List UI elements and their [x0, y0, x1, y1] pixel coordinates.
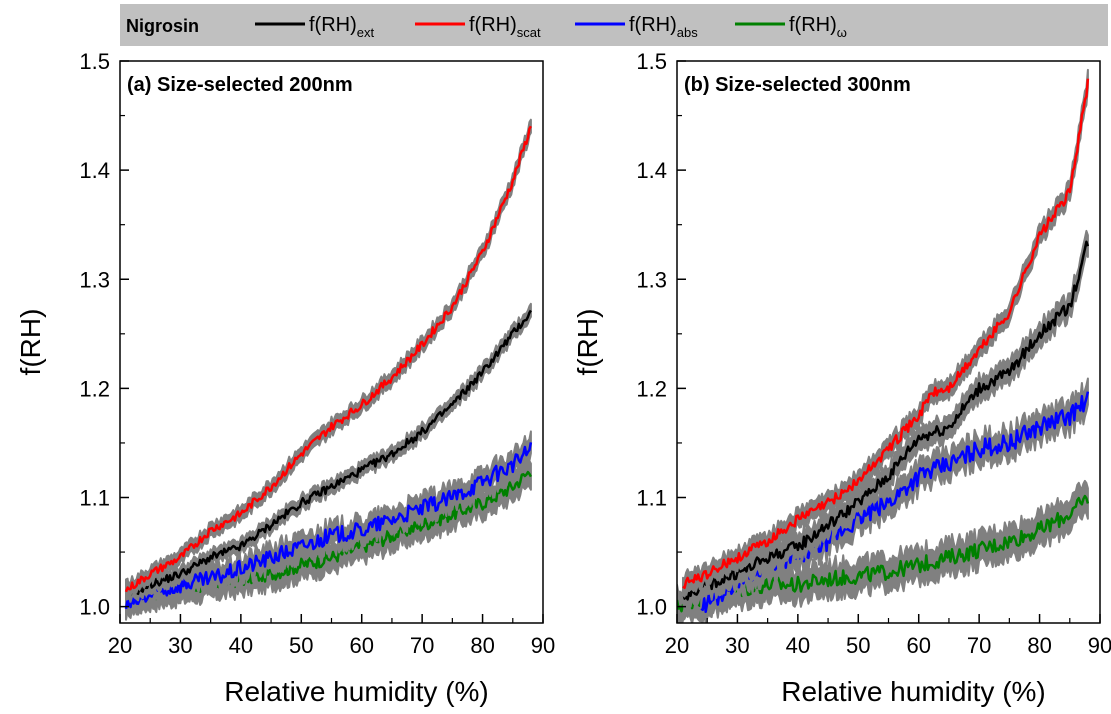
y-axis-title-a: f(RH)	[15, 309, 46, 376]
panel-title-a: (a) Size-selected 200nm	[127, 74, 353, 96]
x-axis-title-a: Relative humidity (%)	[224, 676, 489, 707]
x-tick-label-20-b: 20	[665, 633, 689, 658]
y-axis-title-b: f(RH)	[572, 309, 603, 376]
series-line-abs-a	[124, 442, 533, 610]
x-tick-label-70-b: 70	[967, 633, 991, 658]
legend-label-scat: f(RH)scat	[469, 14, 541, 40]
x-tick-label-40-a: 40	[229, 633, 253, 658]
x-tick-label-60-a: 60	[349, 633, 373, 658]
x-tick-label-20-a: 20	[108, 633, 132, 658]
series-line-scat-b	[682, 78, 1090, 590]
y-tick-label-b: 1.4	[636, 158, 667, 183]
x-tick-label-80-a: 80	[470, 633, 494, 658]
y-tick-label-b: 1.3	[636, 267, 667, 292]
legend-title: Nigrosin	[126, 16, 199, 36]
legend-entry-abs: f(RH)abs	[575, 14, 698, 40]
x-tick-label-50-a: 50	[289, 633, 313, 658]
y-tick-label-a: 1.2	[79, 376, 110, 401]
series-group-b	[677, 68, 1090, 623]
x-tick-label-90-a: 90	[531, 633, 555, 658]
y-tick-label-b: 1.5	[636, 49, 667, 74]
legend-label-ext: f(RH)ext	[309, 14, 374, 40]
series-line-ext-a	[125, 309, 532, 597]
series-line-scat-a	[124, 125, 532, 593]
y-tick-label-a: 1.4	[79, 158, 110, 183]
legend: Nigrosin f(RH)ext f(RH)scat f(RH)abs f(RH)ω	[120, 4, 1108, 46]
x-tick-label-80-b: 80	[1027, 633, 1051, 658]
x-tick-label-30-a: 30	[168, 633, 192, 658]
legend-entries: f(RH)ext f(RH)scat f(RH)abs f(RH)ω	[255, 14, 847, 40]
y-tick-label-a: 1.5	[79, 49, 110, 74]
panel-a: 20 30 40 50 60 70 80 90 1.0 1.1 1.2 1.3 1.4 1.5 (a) Si…	[15, 49, 555, 707]
y-tick-label-b: 1.1	[636, 486, 667, 511]
y-tick-label-a: 1.3	[79, 267, 110, 292]
x-axis-title-b: Relative humidity (%)	[781, 676, 1046, 707]
panels: 20 30 40 50 60 70 80 90 1.0 1.1 1.2 1.3 1.4 1.5 (a) Si…	[15, 49, 1111, 707]
legend-entry-scat: f(RH)scat	[415, 14, 541, 40]
legend-label-abs: f(RH)abs	[629, 14, 698, 40]
x-tick-label-50-b: 50	[846, 633, 870, 658]
legend-entry-omega: f(RH)ω	[735, 14, 847, 40]
y-tick-label-a: 1.0	[79, 595, 110, 620]
series-line-ext-b	[681, 240, 1090, 601]
legend-entry-ext: f(RH)ext	[255, 14, 374, 40]
x-tick-label-60-b: 60	[906, 633, 930, 658]
y-tick-label-a: 1.1	[79, 486, 110, 511]
y-tick-label-b: 1.0	[636, 595, 667, 620]
x-tick-label-70-a: 70	[410, 633, 434, 658]
legend-label-omega: f(RH)ω	[789, 14, 847, 40]
panel-title-b: (b) Size-selected 300nm	[684, 74, 911, 96]
x-tick-label-30-b: 30	[725, 633, 749, 658]
x-tick-label-40-b: 40	[786, 633, 810, 658]
y-tick-label-b: 1.2	[636, 376, 667, 401]
band-scat-a	[125, 118, 532, 600]
x-tick-label-90-b: 90	[1088, 633, 1111, 658]
series-group-a	[124, 118, 533, 621]
panel-b: 20 30 40 50 60 70 80 90 1.0 1.1 1.2 1.3 1.4 1.5 (b) Si…	[572, 49, 1111, 707]
